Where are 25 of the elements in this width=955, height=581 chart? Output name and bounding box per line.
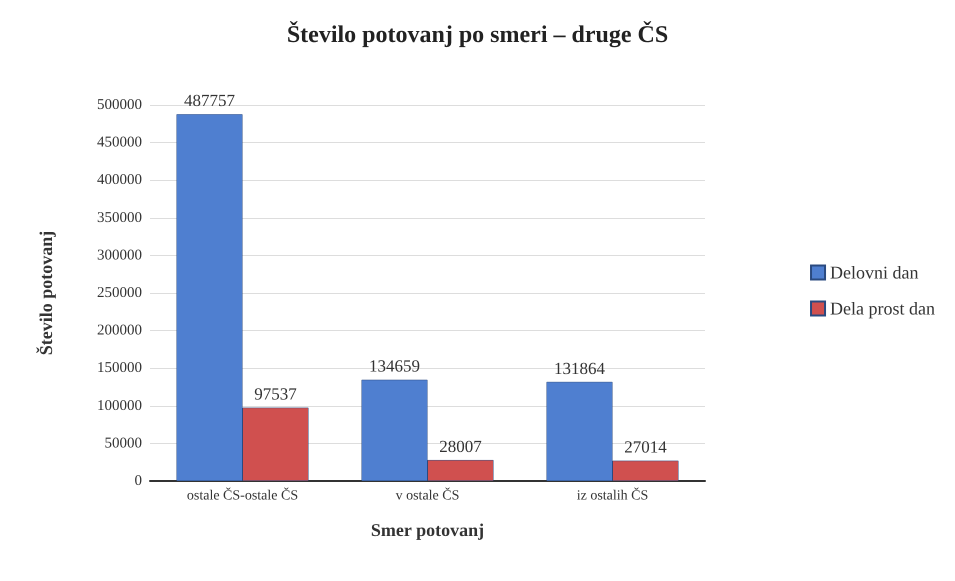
y-tick-label: 250000: [97, 285, 142, 301]
y-tick-label: 500000: [97, 97, 142, 113]
legend-label: Delovni dan: [830, 262, 919, 282]
y-tick-label: 0: [134, 473, 142, 489]
chart-title: Število potovanj po smeri – druge ČS: [286, 21, 668, 48]
y-tick-label: 350000: [97, 210, 142, 226]
legend-label: Dela prost dan: [830, 298, 935, 318]
y-tick-label: 400000: [97, 172, 142, 188]
x-tick-label: iz ostalih ČS: [576, 486, 648, 504]
data-label: 97537: [254, 384, 298, 404]
y-tick-label: 150000: [97, 360, 142, 376]
y-tick-label: 200000: [97, 322, 142, 339]
x-tick-label: ostale ČS-ostale ČS: [186, 486, 298, 504]
data-label: 131864: [554, 358, 606, 378]
data-label: 134659: [369, 356, 420, 376]
y-tick-label: 50000: [104, 435, 142, 452]
y-tick-label: 450000: [97, 134, 142, 151]
y-axis-title: Število potovanj: [36, 230, 56, 356]
y-tick-label: 100000: [97, 398, 142, 414]
y-tick-label: 300000: [97, 247, 142, 264]
data-label: 28007: [439, 436, 482, 456]
data-label: 487757: [184, 91, 236, 110]
data-label: 27014: [624, 438, 668, 457]
x-tick-label: v ostale ČS: [396, 486, 460, 504]
x-axis-title: Smer potovanj: [370, 520, 484, 540]
